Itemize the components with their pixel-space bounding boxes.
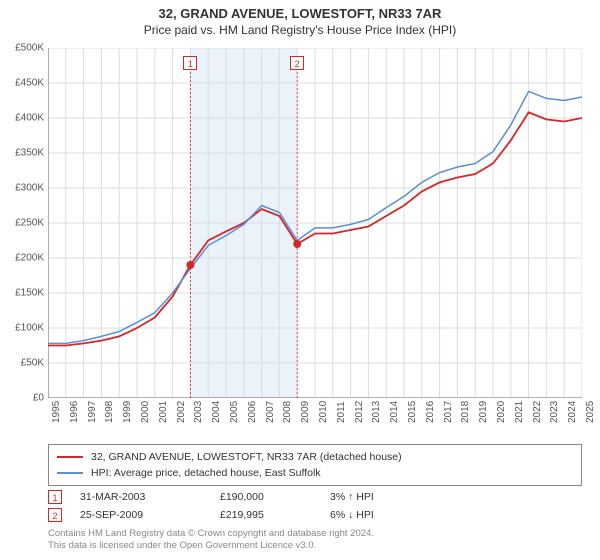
- sale-marker: 1: [183, 56, 197, 70]
- x-axis-label: 2020: [496, 401, 507, 423]
- y-axis-label: £300K: [4, 183, 44, 194]
- x-axis-label: 2012: [354, 401, 365, 423]
- x-axis-label: 2021: [514, 401, 525, 423]
- x-axis-label: 1997: [87, 401, 98, 423]
- sale-row-date: 25-SEP-2009: [80, 509, 220, 521]
- sale-row-pct: 6% ↓ HPI: [330, 509, 450, 521]
- sale-row-marker: 2: [48, 508, 62, 522]
- x-axis-label: 2009: [300, 401, 311, 423]
- legend-box: 32, GRAND AVENUE, LOWESTOFT, NR33 7AR (d…: [48, 444, 582, 486]
- x-axis-label: 2002: [176, 401, 187, 423]
- legend-label: 32, GRAND AVENUE, LOWESTOFT, NR33 7AR (d…: [91, 451, 402, 463]
- chart-area: £0£50K£100K£150K£200K£250K£300K£350K£400…: [48, 48, 582, 398]
- x-axis-label: 2025: [585, 401, 596, 423]
- x-axis-label: 2023: [549, 401, 560, 423]
- y-axis-label: £450K: [4, 78, 44, 89]
- chart-title: 32, GRAND AVENUE, LOWESTOFT, NR33 7AR: [0, 0, 600, 21]
- x-axis-label: 2014: [389, 401, 400, 423]
- x-axis-label: 2008: [282, 401, 293, 423]
- x-axis-label: 2000: [140, 401, 151, 423]
- y-axis-label: £200K: [4, 253, 44, 264]
- legend-swatch: [57, 472, 83, 474]
- y-axis-label: £50K: [4, 358, 44, 369]
- x-axis-label: 1995: [51, 401, 62, 423]
- legend-item: 32, GRAND AVENUE, LOWESTOFT, NR33 7AR (d…: [57, 449, 573, 465]
- x-axis-label: 2013: [371, 401, 382, 423]
- sale-row-price: £219,995: [220, 509, 330, 521]
- legend-label: HPI: Average price, detached house, East…: [91, 467, 321, 479]
- x-axis-label: 2006: [247, 401, 258, 423]
- x-axis-label: 2007: [265, 401, 276, 423]
- sale-marker: 2: [290, 56, 304, 70]
- chart-container: 32, GRAND AVENUE, LOWESTOFT, NR33 7AR Pr…: [0, 0, 600, 560]
- x-axis-label: 1996: [69, 401, 80, 423]
- sale-row-price: £190,000: [220, 491, 330, 503]
- footnote-line2: This data is licensed under the Open Gov…: [48, 540, 374, 552]
- x-axis-label: 1998: [104, 401, 115, 423]
- chart-plot: [48, 48, 582, 398]
- x-axis-label: 2011: [336, 401, 347, 423]
- sales-table: 1 31-MAR-2003£190,0003% ↑ HPI 2 25-SEP-2009…: [48, 488, 450, 524]
- sale-row-marker: 1: [48, 490, 62, 504]
- sale-row-pct: 3% ↑ HPI: [330, 491, 450, 503]
- legend-item: HPI: Average price, detached house, East…: [57, 465, 573, 481]
- x-axis-label: 2018: [460, 401, 471, 423]
- x-axis-label: 2015: [407, 401, 418, 423]
- y-axis-label: £250K: [4, 218, 44, 229]
- y-axis-label: £0: [4, 393, 44, 404]
- y-axis-label: £500K: [4, 43, 44, 54]
- y-axis-label: £100K: [4, 323, 44, 334]
- y-axis-label: £400K: [4, 113, 44, 124]
- x-axis-label: 2024: [567, 401, 578, 423]
- x-axis-label: 2001: [158, 401, 169, 423]
- footnote-line1: Contains HM Land Registry data © Crown c…: [48, 528, 374, 540]
- sale-row-date: 31-MAR-2003: [80, 491, 220, 503]
- x-axis-label: 2017: [443, 401, 454, 423]
- x-axis-label: 2016: [425, 401, 436, 423]
- x-axis-label: 2005: [229, 401, 240, 423]
- sale-row: 2 25-SEP-2009£219,9956% ↓ HPI: [48, 506, 450, 524]
- x-axis-label: 2019: [478, 401, 489, 423]
- legend-swatch: [57, 456, 83, 458]
- y-axis-label: £350K: [4, 148, 44, 159]
- x-axis-label: 1999: [122, 401, 133, 423]
- y-axis-label: £150K: [4, 288, 44, 299]
- x-axis-label: 2003: [193, 401, 204, 423]
- x-axis-label: 2004: [211, 401, 222, 423]
- x-axis-label: 2022: [532, 401, 543, 423]
- footnote: Contains HM Land Registry data © Crown c…: [48, 528, 374, 552]
- x-axis-label: 2010: [318, 401, 329, 423]
- chart-subtitle: Price paid vs. HM Land Registry's House …: [0, 21, 600, 37]
- sale-row: 1 31-MAR-2003£190,0003% ↑ HPI: [48, 488, 450, 506]
